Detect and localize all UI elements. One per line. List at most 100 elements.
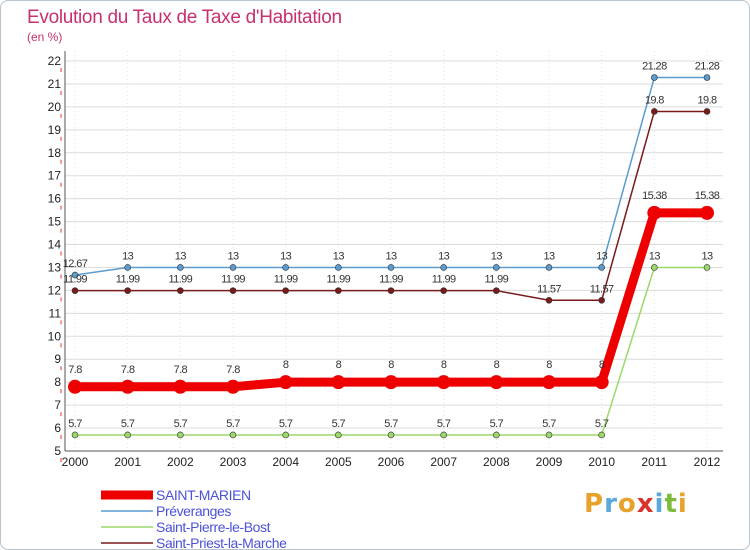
y-tick-label: 7 — [54, 398, 61, 412]
data-point-preveranges — [651, 74, 658, 81]
data-label-saint-pierre-le-bost: 5.7 — [174, 418, 188, 430]
y-tick-label: 18 — [48, 146, 62, 160]
data-point-saint-pierre-le-bost — [440, 431, 447, 439]
data-point-saint-marien — [173, 379, 188, 394]
data-point-saint-marien — [647, 205, 662, 220]
data-label-saint-pierre-le-bost: 5.7 — [490, 418, 504, 430]
data-label-saint-priest-la-marche: 11.99 — [63, 274, 87, 286]
y-tick-label: 9 — [54, 352, 61, 366]
data-point-saint-marien — [594, 375, 609, 390]
legend-swatch-saint-marien — [101, 490, 153, 500]
data-point-preveranges — [493, 264, 500, 271]
data-label-saint-priest-la-marche: 11.99 — [274, 274, 298, 286]
y-tick-label: 8 — [54, 375, 61, 389]
data-label-saint-marien: 8 — [388, 359, 394, 371]
data-label-preveranges: 13 — [333, 250, 345, 262]
data-point-preveranges — [124, 264, 131, 271]
data-label-saint-pierre-le-bost: 5.7 — [437, 418, 451, 430]
data-label-preveranges: 13 — [175, 250, 187, 262]
legend-swatch-saint-pierre-le-bost — [101, 526, 153, 528]
legend-swatch-saint-priest-la-marche — [101, 542, 153, 544]
data-label-saint-priest-la-marche: 11.99 — [221, 274, 245, 286]
data-point-saint-priest-la-marche — [282, 287, 289, 294]
x-tick-label: 2007 — [430, 455, 457, 469]
y-tick-label: 10 — [48, 329, 62, 343]
data-label-saint-marien: 8 — [283, 359, 289, 371]
legend-label-saint-pierre-le-bost: Saint-Pierre-le-Bost — [156, 519, 271, 535]
data-point-saint-priest-la-marche — [703, 108, 711, 115]
x-tick-label: 2001 — [114, 455, 141, 469]
data-point-saint-priest-la-marche — [440, 287, 447, 294]
data-label-saint-marien: 8 — [441, 359, 447, 371]
data-label-saint-pierre-le-bost: 5.7 — [226, 418, 240, 430]
logo-letter: x — [636, 489, 655, 519]
data-label-saint-pierre-le-bost: 5.7 — [68, 418, 82, 430]
logo-letter: i — [677, 489, 688, 519]
data-point-saint-marien — [489, 375, 504, 390]
data-point-saint-pierre-le-bost — [651, 264, 658, 271]
data-point-preveranges — [703, 74, 711, 81]
data-label-preveranges: 13 — [122, 250, 134, 262]
data-label-saint-pierre-le-bost: 5.7 — [542, 418, 556, 430]
data-label-saint-pierre-le-bost: 13 — [649, 250, 661, 262]
data-label-saint-priest-la-marche: 11.99 — [168, 274, 192, 286]
y-tick-label: 20 — [48, 100, 62, 114]
data-point-saint-pierre-le-bost — [229, 431, 237, 439]
data-label-saint-pierre-le-bost: 13 — [701, 250, 713, 262]
data-point-saint-priest-la-marche — [387, 287, 395, 294]
data-label-saint-priest-la-marche: 11.99 — [484, 274, 508, 286]
data-label-saint-marien: 8 — [599, 359, 605, 371]
data-point-saint-priest-la-marche — [493, 287, 500, 294]
y-tick-label: 15 — [48, 215, 62, 229]
x-tick-label: 2000 — [62, 455, 89, 469]
data-point-preveranges — [598, 264, 605, 271]
data-label-preveranges: 13 — [491, 250, 503, 262]
y-tick-label: 6 — [54, 421, 61, 435]
data-point-saint-priest-la-marche — [124, 287, 131, 294]
x-tick-label: 2005 — [325, 455, 352, 469]
legend-label-saint-marien: SAINT-MARIEN — [156, 487, 251, 503]
legend-swatch-preveranges — [101, 510, 153, 512]
x-tick-label: 2002 — [167, 455, 194, 469]
data-point-saint-pierre-le-bost — [493, 431, 500, 439]
x-tick-label: 2003 — [220, 455, 247, 469]
data-point-saint-priest-la-marche — [598, 296, 605, 304]
data-label-saint-priest-la-marche: 11.99 — [116, 274, 140, 286]
data-point-saint-marien — [384, 375, 398, 390]
y-tick-label: 5 — [54, 444, 61, 458]
y-tick-label: 13 — [48, 260, 62, 274]
data-label-saint-priest-la-marche: 11.57 — [590, 283, 614, 295]
data-label-preveranges: 13 — [438, 250, 450, 262]
data-label-saint-marien: 7.8 — [226, 364, 240, 376]
data-point-saint-marien — [120, 379, 135, 394]
data-point-preveranges — [229, 264, 237, 271]
data-label-saint-marien: 8 — [546, 359, 552, 371]
x-tick-label: 2006 — [378, 455, 405, 469]
data-label-preveranges: 13 — [543, 250, 555, 262]
y-tick-label: 17 — [48, 169, 62, 183]
data-point-saint-marien — [278, 375, 293, 390]
chart-title: Evolution du Taux de Taxe d'Habitation — [27, 7, 342, 28]
data-point-saint-marien — [68, 379, 82, 394]
data-point-preveranges — [282, 264, 289, 271]
data-label-saint-marien: 15.38 — [642, 190, 667, 202]
logo-letter: P — [584, 489, 605, 519]
x-tick-label: 2008 — [483, 455, 510, 469]
x-tick-label: 2004 — [272, 455, 299, 469]
data-point-saint-pierre-le-bost — [545, 431, 553, 439]
data-point-saint-pierre-le-bost — [71, 431, 79, 439]
data-label-saint-marien: 8 — [494, 359, 500, 371]
data-point-saint-priest-la-marche — [545, 296, 553, 304]
data-point-preveranges — [177, 264, 184, 271]
data-label-saint-priest-la-marche: 11.99 — [326, 274, 350, 286]
y-tick-label: 19 — [48, 123, 62, 137]
data-point-saint-pierre-le-bost — [124, 431, 131, 439]
data-point-saint-marien — [226, 379, 240, 394]
data-label-saint-marien: 15.38 — [695, 190, 720, 202]
data-label-saint-priest-la-marche: 11.57 — [537, 283, 561, 295]
logo-letter: i — [654, 489, 665, 519]
data-label-saint-priest-la-marche: 19.8 — [697, 94, 716, 106]
data-point-saint-priest-la-marche — [335, 287, 342, 294]
chart-subtitle: (en %) — [27, 30, 63, 44]
